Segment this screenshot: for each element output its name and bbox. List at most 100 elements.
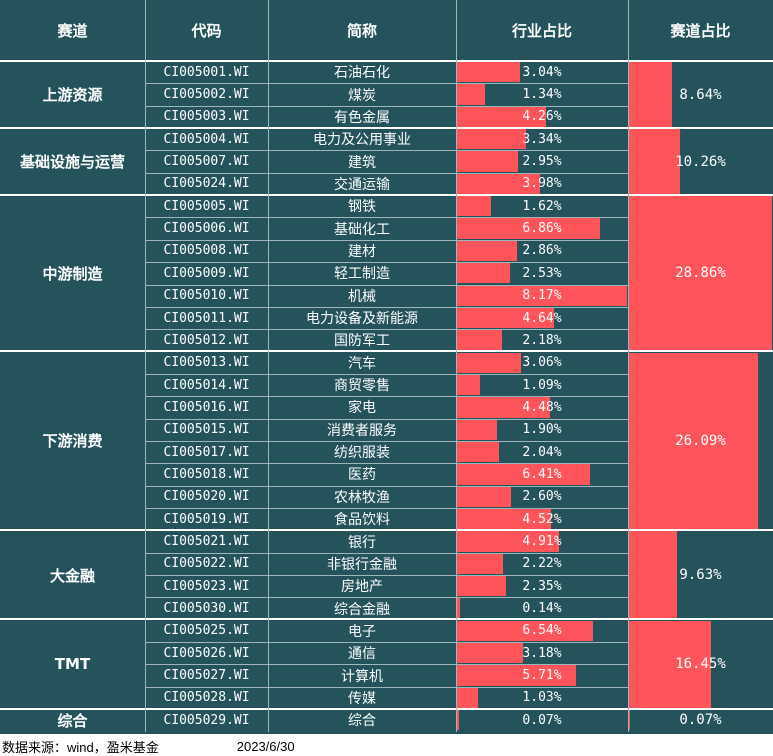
row-separator xyxy=(145,217,628,219)
industry-share-bar xyxy=(457,263,510,284)
industry-code: CI005001.WI xyxy=(163,64,250,80)
industry-share-bar xyxy=(457,486,512,507)
group-separator xyxy=(0,193,773,196)
industry-name: 石油石化 xyxy=(334,65,390,82)
industry-code: CI005015.WI xyxy=(163,422,250,438)
industry-share-value: 3.34% xyxy=(522,131,562,147)
row-separator xyxy=(145,306,628,308)
group-separator xyxy=(0,618,773,621)
industry-share-bar xyxy=(457,330,503,351)
row-separator xyxy=(145,642,628,644)
sector-share-value: 9.63% xyxy=(679,567,722,584)
column-separator xyxy=(145,0,146,732)
industry-code: CI005007.WI xyxy=(163,154,250,170)
industry-share-bar xyxy=(457,531,560,552)
row-separator xyxy=(145,440,628,442)
industry-code: CI005028.WI xyxy=(163,690,250,706)
industry-name: 计算机 xyxy=(341,668,383,685)
row-separator xyxy=(145,552,628,554)
row-separator xyxy=(145,508,628,509)
sector-share-value: 28.86% xyxy=(675,265,726,282)
industry-share-value: 0.14% xyxy=(522,601,562,617)
row-separator xyxy=(145,485,628,487)
industry-share-value: 4.26% xyxy=(522,109,562,125)
industry-code: CI005017.WI xyxy=(163,444,250,460)
row-separator xyxy=(145,172,628,174)
footer: 数据来源：wind，盈米基金 2023/6/30 xyxy=(2,737,295,755)
industry-code: CI005014.WI xyxy=(163,377,250,393)
row-separator xyxy=(145,664,628,666)
sector-label: 上游资源 xyxy=(42,86,103,105)
industry-share-bar xyxy=(457,397,551,418)
header-sector: 赛道 xyxy=(57,21,88,40)
industry-code: CI005009.WI xyxy=(163,265,250,281)
industry-share-value: 2.53% xyxy=(522,265,562,281)
industry-name: 有色金属 xyxy=(334,109,390,126)
industry-share-value: 6.86% xyxy=(522,221,562,237)
industry-name: 机械 xyxy=(348,288,376,305)
industry-share-bar xyxy=(457,62,521,83)
sector-share-value: 16.45% xyxy=(675,656,726,673)
industry-name: 轻工制造 xyxy=(334,266,390,283)
industry-name: 汽车 xyxy=(348,355,376,372)
industry-share-bar xyxy=(457,710,459,731)
industry-share-bar xyxy=(457,129,527,150)
industry-share-bar xyxy=(457,173,540,195)
industry-share-value: 1.34% xyxy=(522,87,562,103)
sector-share-bar xyxy=(629,710,630,731)
industry-share-bar xyxy=(457,240,517,262)
industry-code: CI005010.WI xyxy=(163,288,250,304)
industry-share-bar xyxy=(457,598,460,619)
row-separator xyxy=(145,463,628,465)
industry-name: 银行 xyxy=(348,534,376,551)
industry-share-value: 1.90% xyxy=(522,422,562,438)
industry-code: CI005025.WI xyxy=(163,623,250,639)
industry-code: CI005027.WI xyxy=(163,668,250,684)
industry-share-bar xyxy=(457,106,546,128)
row-separator xyxy=(145,83,628,85)
industry-name: 食品饮料 xyxy=(334,512,390,529)
industry-share-bar xyxy=(457,285,627,306)
industry-share-value: 3.98% xyxy=(522,176,562,192)
row-separator xyxy=(145,373,628,375)
industry-name: 交通运输 xyxy=(334,176,390,193)
industry-code: CI005002.WI xyxy=(163,87,250,103)
industry-name: 非银行金融 xyxy=(327,556,397,573)
sector-share-bar xyxy=(629,196,772,351)
industry-share-bar xyxy=(457,84,485,105)
industry-share-bar xyxy=(457,307,554,329)
header-sector-share: 赛道占比 xyxy=(670,21,731,40)
industry-share-bar xyxy=(457,665,576,686)
industry-code: CI005008.WI xyxy=(163,243,250,259)
industry-code: CI005013.WI xyxy=(163,355,250,371)
industry-code: CI005006.WI xyxy=(163,221,250,237)
row-separator xyxy=(145,686,628,688)
sector-label: 综合 xyxy=(57,711,88,730)
industry-share-bar xyxy=(457,218,600,239)
sector-share-value: 10.26% xyxy=(675,153,726,170)
industry-share-bar xyxy=(457,151,519,172)
industry-name: 煤炭 xyxy=(348,87,376,104)
sector-share-value: 0.07% xyxy=(679,712,722,729)
row-separator xyxy=(145,418,628,420)
group-separator xyxy=(0,707,773,710)
industry-share-value: 8.17% xyxy=(522,288,562,304)
industry-share-value: 4.52% xyxy=(522,511,562,527)
industry-share-value: 2.60% xyxy=(522,489,562,505)
industry-share-bar xyxy=(457,464,591,485)
column-separator xyxy=(628,0,629,732)
header-separator xyxy=(0,59,773,62)
header-name: 简称 xyxy=(346,21,377,40)
industry-share-value: 5.71% xyxy=(522,668,562,684)
industry-share-bar xyxy=(457,576,506,597)
industry-name: 商贸零售 xyxy=(334,378,390,395)
industry-share-value: 6.54% xyxy=(522,623,562,639)
industry-name: 综合 xyxy=(348,713,376,730)
group-separator xyxy=(0,350,773,353)
industry-code: CI005030.WI xyxy=(163,601,250,617)
sector-share-bar xyxy=(629,62,672,128)
industry-name: 基础化工 xyxy=(334,221,390,238)
industry-code: CI005005.WI xyxy=(163,198,250,214)
industry-name: 综合金融 xyxy=(334,601,390,618)
industry-name: 消费者服务 xyxy=(327,422,397,439)
